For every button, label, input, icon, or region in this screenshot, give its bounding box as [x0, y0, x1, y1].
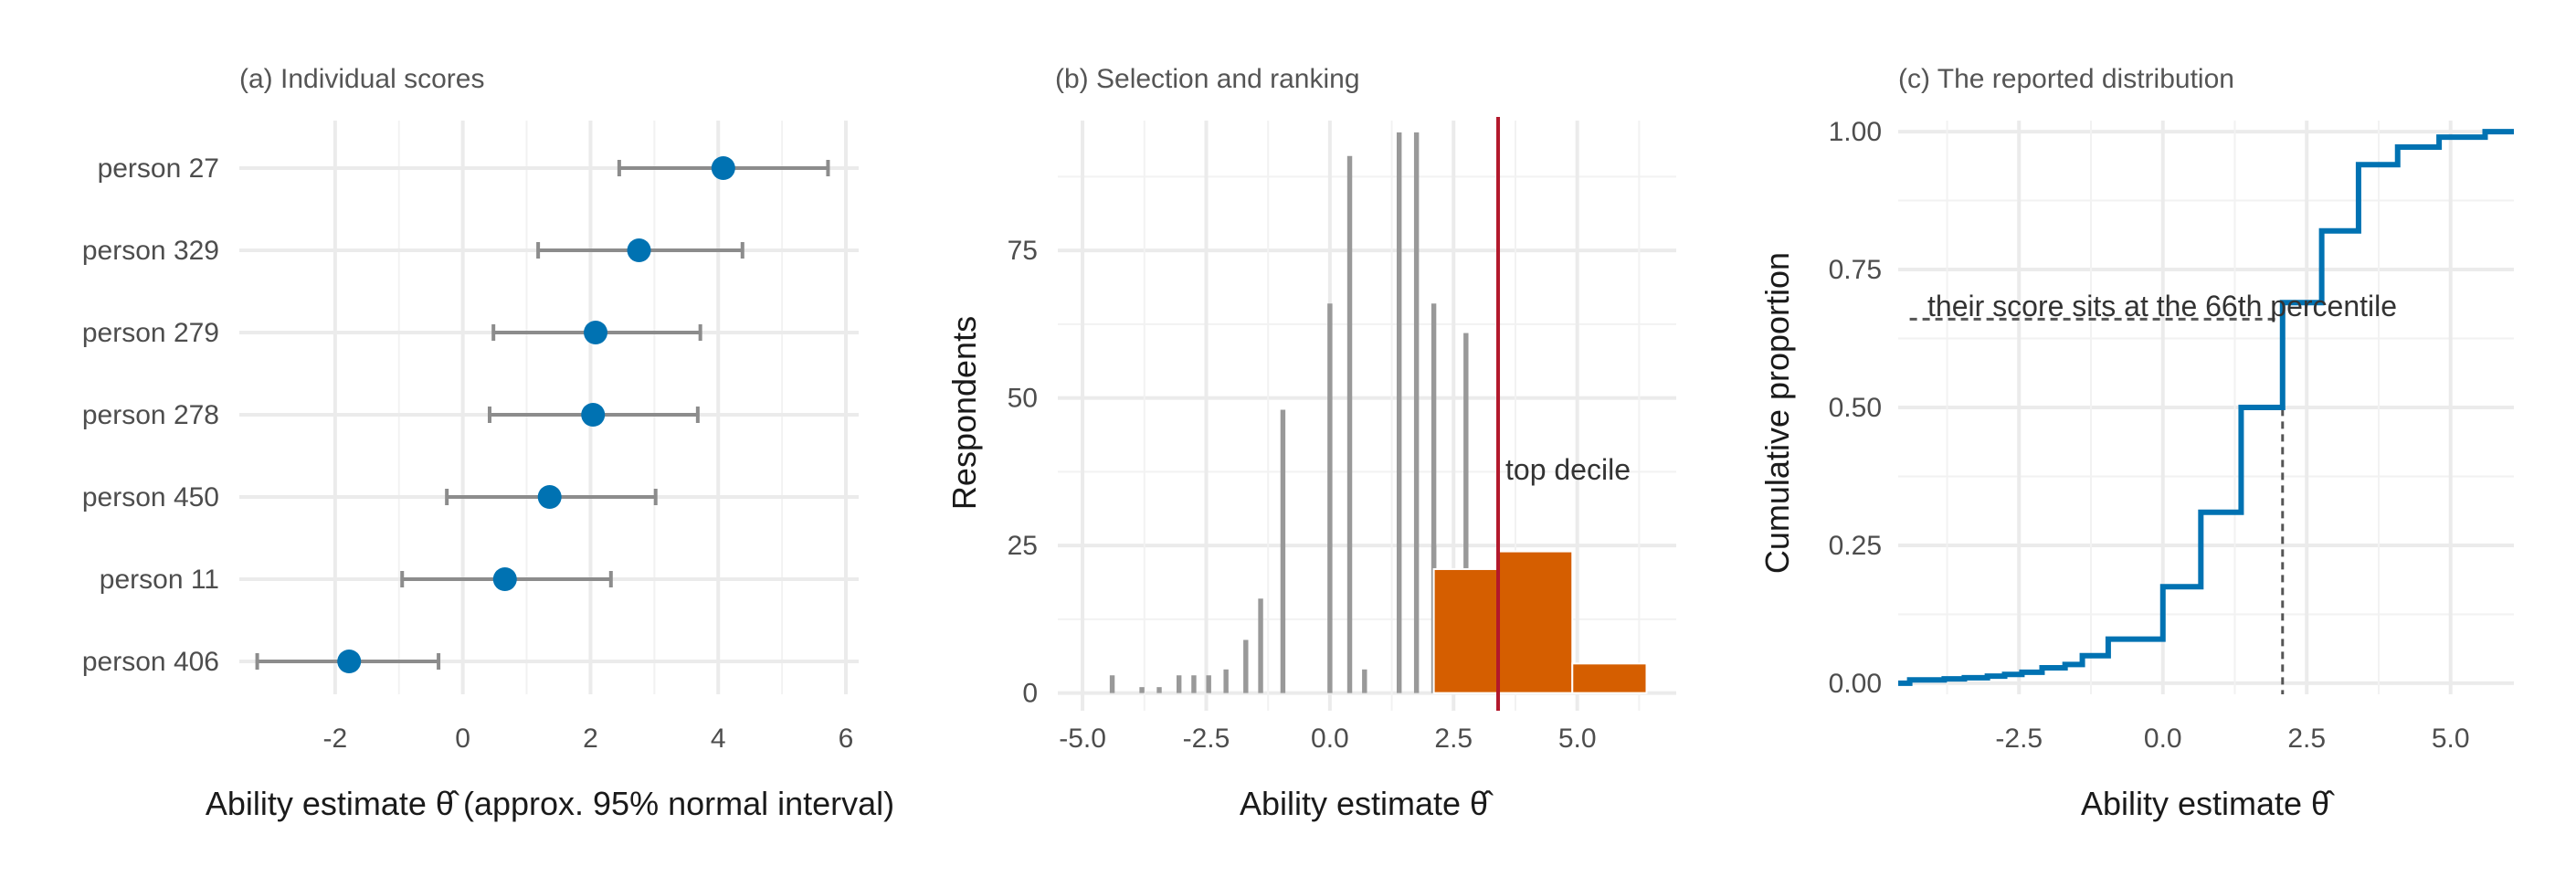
x-tick-label: 5.0 [2432, 724, 2470, 754]
histogram-bar [1243, 639, 1249, 693]
panel-reported-distribution: (c) The reported distribution 0.000.250.… [1758, 64, 2514, 822]
x-tick-label: -2 [323, 724, 348, 754]
histogram-bar [1362, 669, 1367, 693]
x-tick-label: 5.0 [1558, 724, 1597, 754]
panel-b-x-ticks: -5.0 -2.5 0.0 2.5 5.0 [1059, 724, 1596, 754]
histogram-bar [1431, 303, 1437, 693]
panel-c-ecdf [1898, 129, 2514, 686]
panel-c-reference-lines [1909, 317, 2285, 694]
y-tick-label: 75 [1008, 236, 1038, 266]
panel-c-annotation: their score sits at the 66th percentile [1927, 290, 2397, 322]
histogram-bar [1327, 303, 1333, 693]
selected-bar [1432, 567, 1500, 694]
panel-b-x-axis-label: Ability estimate θ̂ [1240, 785, 1494, 822]
x-tick-label: 0.0 [2144, 724, 2182, 754]
panel-a-y-ticks: person 27 person 329 person 279 person 278 p… [82, 153, 219, 677]
y-tick-label: person 279 [82, 318, 219, 348]
estimate-point [537, 485, 562, 509]
y-tick-label: person 278 [82, 400, 219, 430]
y-tick-label: 0.75 [1829, 255, 1882, 285]
panel-b-y-axis-label: Respondents [945, 316, 983, 510]
x-tick-label: 2 [583, 724, 598, 754]
estimate-point [711, 156, 735, 180]
y-tick-label: 50 [1008, 384, 1038, 414]
histogram-bar [1463, 333, 1469, 693]
histogram-bar [1139, 687, 1145, 693]
histogram-bar [1223, 669, 1229, 693]
x-tick-label: 4 [711, 724, 726, 754]
histogram-bar [1413, 132, 1420, 693]
panel-a-x-axis-label: Ability estimate θ̂ (approx. 95% normal … [206, 785, 894, 822]
panel-c-y-ticks: 0.00 0.25 0.50 0.75 1.00 [1829, 117, 1882, 699]
panel-b-annotation: top decile [1505, 453, 1631, 486]
panel-c-y-axis-label: Cumulative proportion [1758, 252, 1796, 574]
y-tick-label: person 329 [82, 236, 219, 266]
y-tick-label: person 11 [100, 565, 219, 595]
histogram-bar [1206, 675, 1211, 693]
panel-individual-scores: (a) Individual scores person 27 person 32… [82, 64, 894, 822]
histogram-bar [1396, 132, 1402, 693]
x-tick-label: -2.5 [1183, 724, 1230, 754]
histogram-bar [1109, 675, 1115, 693]
x-tick-label: 0 [455, 724, 470, 754]
histogram-bar [1280, 409, 1286, 693]
estimate-point [627, 238, 651, 262]
histogram-bar [1156, 687, 1162, 693]
estimate-point [584, 321, 608, 344]
panel-a-gridlines [239, 121, 859, 694]
y-tick-label: 25 [1008, 531, 1038, 561]
x-tick-label: -5.0 [1059, 724, 1106, 754]
y-tick-label: 1.00 [1829, 117, 1882, 147]
y-tick-label: 0 [1022, 679, 1038, 709]
x-tick-label: 6 [839, 724, 854, 754]
histogram-bar [1258, 598, 1263, 693]
panel-a-title: (a) Individual scores [239, 64, 484, 94]
panel-b-gridlines [1058, 121, 1676, 711]
panel-a-points [337, 156, 735, 673]
panel-selection-ranking: (b) Selection and ranking 0 25 50 75 -5.0 -2… [945, 64, 1676, 822]
panel-b-y-ticks: 0 25 50 75 [1008, 236, 1038, 709]
panel-c-title: (c) The reported distribution [1898, 64, 2234, 94]
y-tick-label: 0.25 [1829, 531, 1882, 561]
panel-b-title: (b) Selection and ranking [1055, 64, 1360, 94]
histogram-bar [1191, 675, 1197, 693]
ecdf-step-line [1898, 129, 2514, 686]
y-tick-label: 0.50 [1829, 393, 1882, 423]
selected-bar [1497, 550, 1574, 694]
panel-b-selected-bars [1432, 117, 1648, 711]
histogram-bar [1176, 675, 1182, 693]
panel-c-x-ticks: -2.5 0.0 2.5 5.0 [1995, 724, 2469, 754]
estimate-point [337, 650, 362, 673]
y-tick-label: person 406 [82, 647, 219, 677]
histogram-bar [1346, 155, 1353, 693]
y-tick-label: person 450 [82, 482, 219, 512]
y-tick-label: 0.00 [1829, 669, 1882, 699]
panel-a-x-ticks: -2 0 2 4 6 [323, 724, 854, 754]
panel-c-gridlines [1898, 121, 2514, 694]
panel-c-x-axis-label: Ability estimate θ̂ [2081, 785, 2335, 822]
selected-bar [1571, 662, 1648, 694]
x-tick-label: -2.5 [1995, 724, 2043, 754]
x-tick-label: 2.5 [2287, 724, 2326, 754]
y-tick-label: person 27 [98, 153, 219, 184]
estimate-point [492, 567, 517, 591]
x-tick-label: 2.5 [1434, 724, 1473, 754]
x-tick-label: 0.0 [1311, 724, 1349, 754]
estimate-point [581, 403, 606, 427]
